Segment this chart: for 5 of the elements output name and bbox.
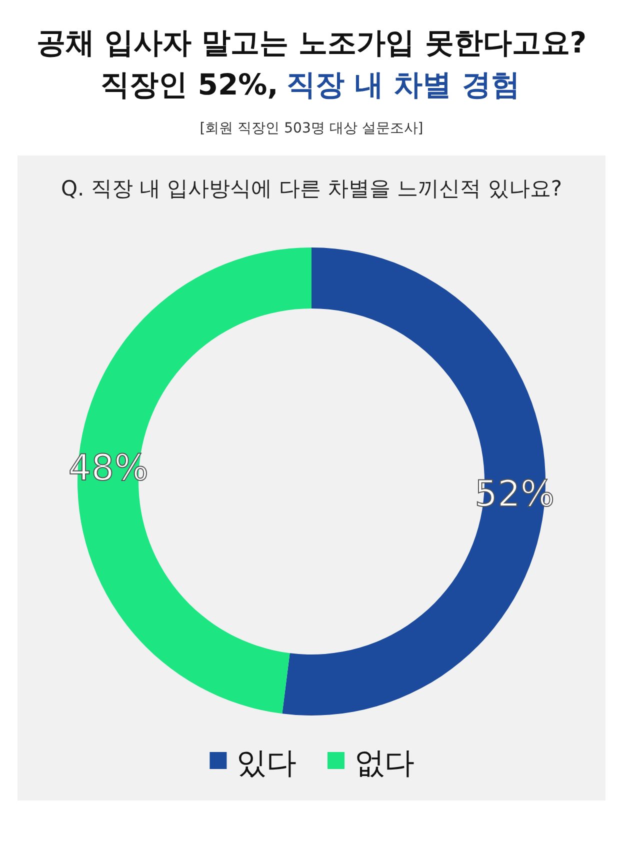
chart-title: 공채 입사자 말고는 노조가입 못한다고요? 직장인 52%, 직장 내 차별 경험 [36, 26, 587, 102]
chart-subtitle: Q. 직장 내 입사방식에 다른 차별을 느끼신적 있나요? [60, 176, 562, 200]
text: [회원 직장인 503명 대상 설문조사] [200, 120, 424, 136]
legend-label: 없다 [354, 746, 414, 781]
legend-label: 있다 [236, 746, 297, 781]
